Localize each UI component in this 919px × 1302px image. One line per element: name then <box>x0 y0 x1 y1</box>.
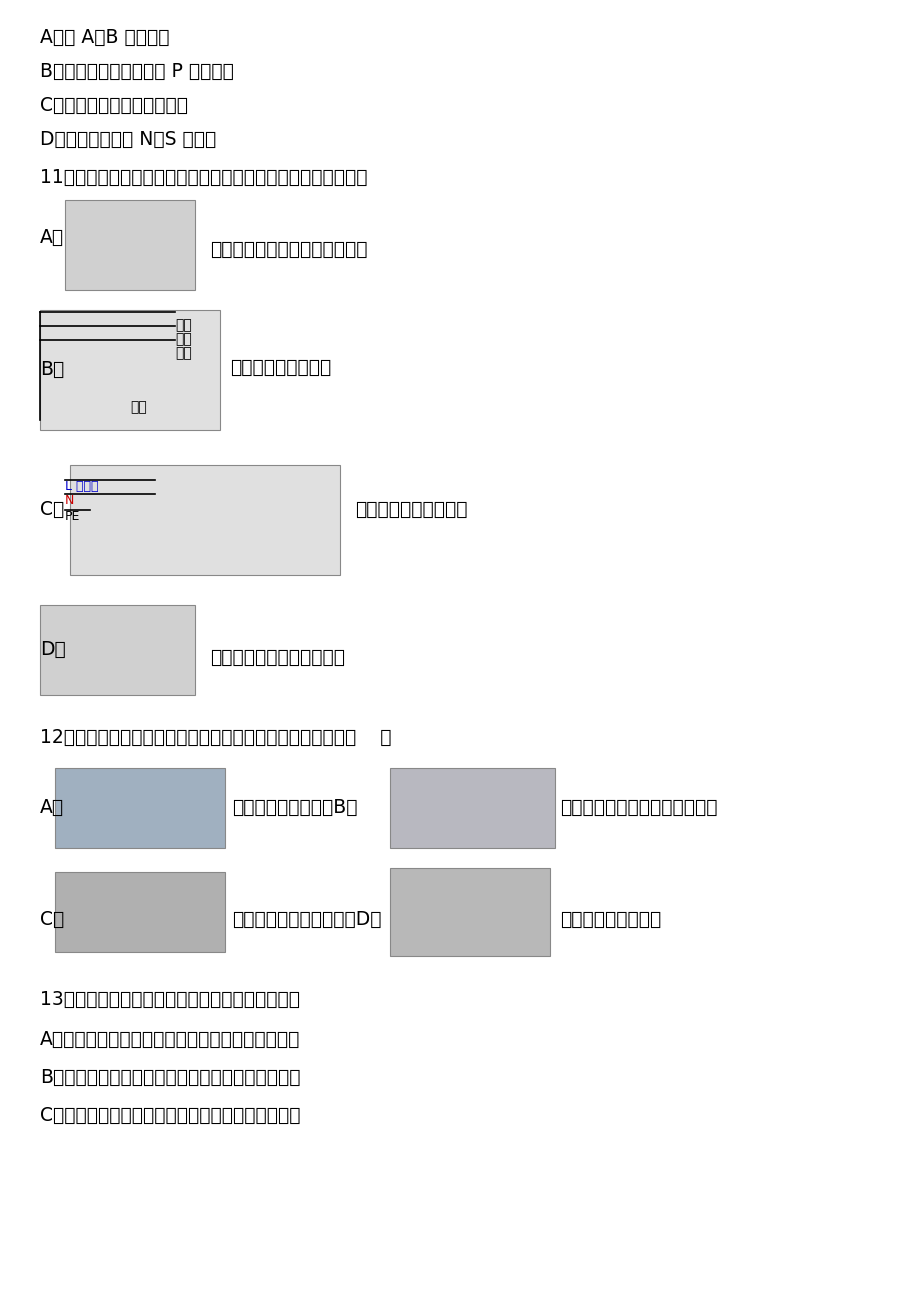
Text: A．不能吃过多的油炸食品，是因为油炸食品内能大: A．不能吃过多的油炸食品，是因为油炸食品内能大 <box>40 1030 300 1049</box>
Text: 电水壶接电线路示意图: 电水壶接电线路示意图 <box>355 500 467 519</box>
Text: B．: B． <box>40 359 64 379</box>
Bar <box>40 605 195 695</box>
Text: 发生触电事故时应立即切断电源: 发生触电事故时应立即切断电源 <box>210 240 367 259</box>
Text: B．不能吃过多的油炸食品，是因为油炸食品温度高: B．不能吃过多的油炸食品，是因为油炸食品温度高 <box>40 1068 301 1087</box>
Text: 零线: 零线 <box>175 332 191 346</box>
Text: 12．水具有比热容大的特点，如图现象中与此特点无关的是（    ）: 12．水具有比热容大的特点，如图现象中与此特点无关的是（ ） <box>40 728 391 747</box>
Text: C．不敢大口喝热气腾腾的汤，是因为汤的热量较多: C．不敢大口喝热气腾腾的汤，是因为汤的热量较多 <box>40 1105 301 1125</box>
Text: A．: A． <box>40 228 64 247</box>
Text: PE: PE <box>65 510 80 523</box>
Text: 冬天暖气设备用热水供暖D．: 冬天暖气设备用热水供暖D． <box>232 910 381 930</box>
Text: D．: D． <box>40 641 65 659</box>
Text: N: N <box>65 493 74 506</box>
Bar <box>40 310 220 430</box>
Bar <box>70 465 340 575</box>
Text: A．: A． <box>40 798 64 816</box>
Text: C．换用磁性更强的蹄形磁体: C．换用磁性更强的蹄形磁体 <box>40 96 187 115</box>
Text: 家庭电路连接示意图: 家庭电路连接示意图 <box>230 358 331 378</box>
Text: 13．关于温度、热量和内能，下列说法中正确的是: 13．关于温度、热量和内能，下列说法中正确的是 <box>40 990 300 1009</box>
Text: C．: C． <box>40 500 64 519</box>
Text: 海边的昼夜温差较小B．: 海边的昼夜温差较小B． <box>232 798 357 816</box>
Text: D．将蹄形磁体的 N、S 极对调: D．将蹄形磁体的 N、S 极对调 <box>40 130 216 148</box>
Text: 开关: 开关 <box>130 400 147 414</box>
Text: B．将滑动变阻器的滑片 P 向右移动: B．将滑动变阻器的滑片 P 向右移动 <box>40 62 233 81</box>
Bar <box>390 868 550 956</box>
Text: 使用验电笔检验插座的相线: 使用验电笔检验插座的相线 <box>210 648 345 667</box>
Text: A．将 A、B 两端对调: A．将 A、B 两端对调 <box>40 29 169 47</box>
Text: 用水冷却汽车发动机: 用水冷却汽车发动机 <box>560 910 661 930</box>
Bar <box>55 872 225 952</box>
Text: 地线: 地线 <box>175 346 191 359</box>
Bar <box>65 201 195 290</box>
Text: C．: C． <box>40 910 64 930</box>
Bar <box>390 768 554 848</box>
Text: 火线: 火线 <box>175 318 191 332</box>
Text: 空调房间里放盆水可以增加湿度: 空调房间里放盆水可以增加湿度 <box>560 798 717 816</box>
Bar <box>55 768 225 848</box>
Text: 11．下列关于安全用电的描述，不符合用电原则，需要改正的是: 11．下列关于安全用电的描述，不符合用电原则，需要改正的是 <box>40 168 367 187</box>
Text: L 熔断器: L 熔断器 <box>65 480 98 493</box>
